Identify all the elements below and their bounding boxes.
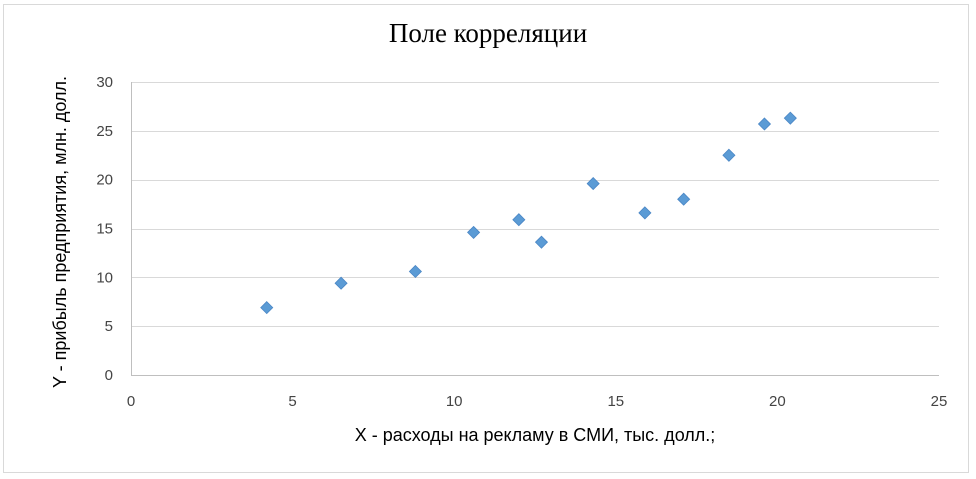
y-tick-label: 30 (96, 74, 113, 91)
y-tick-label: 5 (105, 318, 113, 335)
y-tick-label: 25 (96, 123, 113, 140)
y-tick-label: 0 (105, 367, 113, 384)
x-axis-title: X - расходы на рекламу в СМИ, тыс. долл.… (354, 425, 716, 445)
data-point-marker (638, 206, 652, 220)
data-point-marker (334, 276, 348, 290)
x-tick-label: 20 (769, 393, 786, 410)
x-tick-label: 25 (931, 393, 948, 410)
data-point-marker (512, 213, 526, 227)
chart-title: Поле корреляции (388, 18, 588, 48)
x-tick-label: 0 (127, 393, 135, 410)
y-tick-label: 15 (96, 221, 113, 238)
data-point-marker (467, 225, 481, 239)
y-tick-label: 10 (96, 269, 113, 286)
data-points (260, 111, 797, 315)
data-point-marker (534, 235, 549, 249)
y-axis-title: Y - прибыль предприятия, млн. долл. (50, 75, 70, 389)
x-tick-label: 5 (288, 393, 296, 410)
x-tick-label: 15 (607, 393, 624, 410)
x-tick-label: 10 (446, 393, 463, 410)
grid-lines (131, 82, 939, 376)
data-point-marker (757, 117, 772, 131)
data-point-marker (722, 148, 736, 162)
data-point-marker (260, 301, 274, 315)
data-point-marker (586, 177, 600, 191)
data-point-marker (408, 264, 422, 279)
tick-labels: 0 5 10 15 20 25 30 0 5 10 15 20 25 (96, 74, 947, 410)
data-point-marker (677, 192, 691, 206)
y-tick-label: 20 (96, 172, 113, 189)
data-point-marker (783, 111, 797, 125)
